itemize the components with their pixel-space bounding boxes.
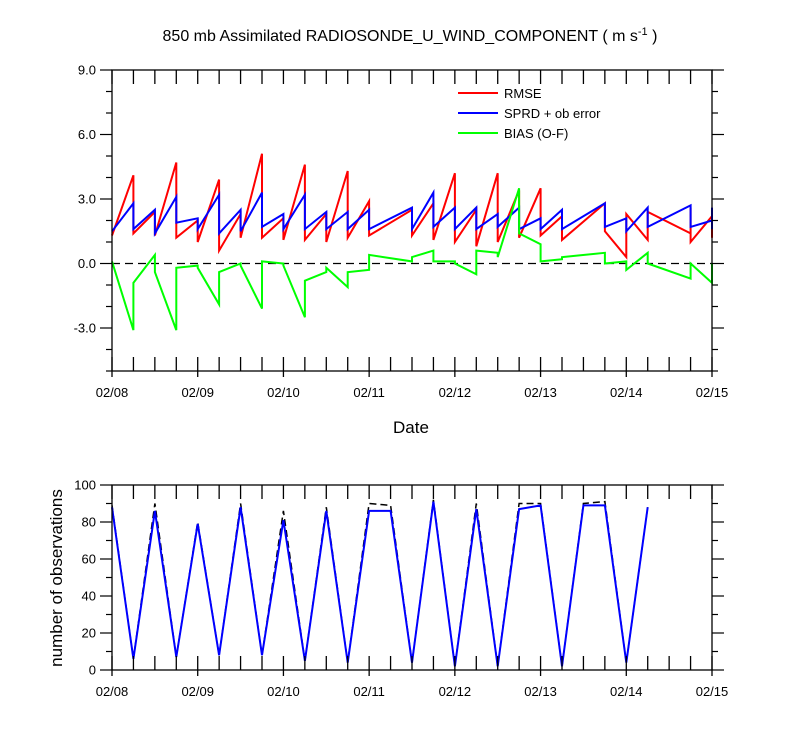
x-tick-label: 02/08 <box>96 385 129 400</box>
y-axis-label: number of observations <box>47 489 66 667</box>
x-tick-label: 02/11 <box>353 684 385 699</box>
y-tick-label: 0 <box>89 663 96 678</box>
bottom-y-tick-labels: 100 80 60 40 20 0 <box>74 478 96 678</box>
x-tick-label: 02/13 <box>524 684 557 699</box>
x-tick-label: 02/14 <box>610 385 643 400</box>
series-line-sprd-ob-error <box>111 188 713 238</box>
x-tick-label: 02/14 <box>610 684 643 699</box>
x-tick-label: 02/08 <box>96 684 129 699</box>
y-tick-label: 80 <box>82 515 96 530</box>
y-tick-label: 6.0 <box>78 127 96 142</box>
x-tick-label: 02/10 <box>267 385 300 400</box>
y-tick-label: 3.0 <box>78 192 96 207</box>
y-tick-label: 100 <box>74 478 96 493</box>
y-tick-label: 40 <box>82 589 96 604</box>
top-x-tick-labels: 02/08 02/09 02/10 02/11 02/12 02/13 02/14 02/15 <box>96 385 729 400</box>
x-tick-label: 02/15 <box>696 385 729 400</box>
x-axis-label: Date <box>393 418 429 437</box>
legend-label: RMSE <box>504 86 542 101</box>
top-chart: 02/08 02/09 02/10 02/11 02/12 02/13 02/14 02/15… <box>74 63 729 438</box>
x-tick-label: 02/13 <box>524 385 557 400</box>
y-tick-label: 0.0 <box>78 256 96 271</box>
y-tick-label: 60 <box>82 552 96 567</box>
x-tick-label: 02/12 <box>439 385 472 400</box>
y-tick-label: 20 <box>82 626 96 641</box>
top-ticks <box>100 69 724 377</box>
bottom-series-group <box>111 499 649 667</box>
chart-title: 850 mb Assimilated RADIOSONDE_U_WIND_COM… <box>163 26 658 45</box>
x-tick-label: 02/11 <box>353 385 385 400</box>
top-y-tick-labels: 9.0 6.0 3.0 0.0 -3.0 <box>74 63 96 336</box>
top-series-group <box>111 153 713 331</box>
x-tick-label: 02/15 <box>696 684 729 699</box>
x-tick-label: 02/09 <box>181 385 214 400</box>
y-tick-label: 9.0 <box>78 63 96 78</box>
bottom-x-tick-labels: 02/08 02/09 02/10 02/11 02/12 02/13 02/14 02/15 <box>96 684 729 699</box>
bottom-chart: 02/08 02/09 02/10 02/11 02/12 02/13 02/14 02/15… <box>47 478 728 700</box>
x-tick-label: 02/09 <box>181 684 214 699</box>
x-tick-label: 02/10 <box>267 684 300 699</box>
x-tick-label: 02/12 <box>439 684 472 699</box>
series-line-observations-used <box>111 501 649 667</box>
series-line-bias-o-f- <box>111 188 713 331</box>
legend-label: BIAS (O-F) <box>504 126 568 141</box>
legend-label: SPRD + ob error <box>504 106 601 121</box>
series-line-rmse <box>111 153 713 260</box>
legend: RMSE SPRD + ob error BIAS (O-F) <box>458 86 601 141</box>
bottom-ticks <box>100 484 724 676</box>
y-tick-label: -3.0 <box>74 321 96 336</box>
bottom-plot-frame <box>111 484 713 671</box>
series-line-observations-possible <box>111 499 649 667</box>
